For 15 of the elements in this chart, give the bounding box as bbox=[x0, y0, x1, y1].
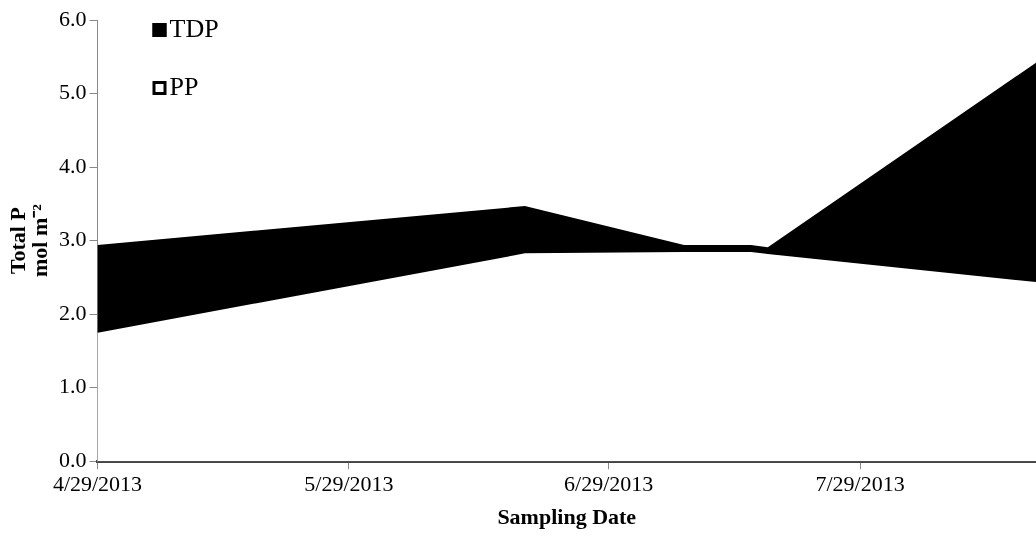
x-tick-label: 5/29/2013 bbox=[304, 471, 394, 497]
y-axis-title: Total P mol m⁻² bbox=[4, 203, 52, 278]
y-tick-label: 0.0 bbox=[59, 446, 87, 472]
y-tick-label: 1.0 bbox=[59, 373, 87, 399]
x-axis-title: Sampling Date bbox=[497, 504, 637, 530]
y-tick-label: 2.0 bbox=[59, 299, 87, 325]
y-tick-label: 3.0 bbox=[59, 226, 87, 252]
x-tick-label: 7/29/2013 bbox=[815, 471, 905, 497]
legend-label: TDP bbox=[169, 13, 219, 43]
x-tick-label: 6/29/2013 bbox=[564, 471, 654, 497]
y-tick-label: 5.0 bbox=[59, 79, 87, 105]
y-tick-label: 6.0 bbox=[59, 5, 87, 31]
legend-label: PP bbox=[169, 71, 199, 101]
y-tick-label: 4.0 bbox=[59, 152, 87, 178]
x-tick-label: 4/29/2013 bbox=[52, 471, 143, 497]
